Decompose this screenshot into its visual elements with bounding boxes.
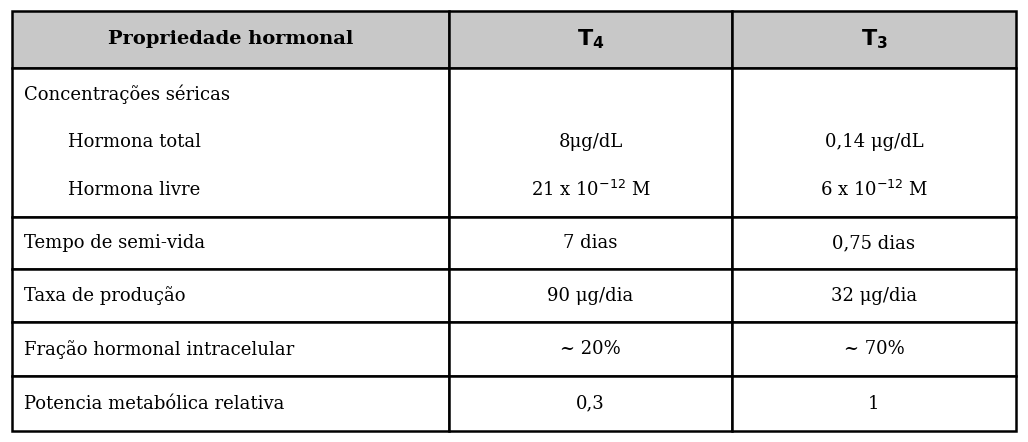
Bar [732,322,1016,376]
Text: Concentrações séricas: Concentrações séricas [25,85,230,104]
Bar [732,68,1016,217]
Bar [12,68,449,217]
Text: 0,75 dias: 0,75 dias [833,234,916,252]
Text: 6 x 10$^{-12}$ M: 6 x 10$^{-12}$ M [819,180,928,200]
Text: Potencia metabólica relativa: Potencia metabólica relativa [25,395,285,413]
Text: 7 dias: 7 dias [563,234,618,252]
Text: 0,14 μg/dL: 0,14 μg/dL [824,133,923,151]
Text: ~ 70%: ~ 70% [844,340,905,358]
Bar [12,376,449,431]
Bar [449,11,732,68]
Text: Propriedade hormonal: Propriedade hormonal [108,30,354,48]
Text: Fração hormonal intracelular: Fração hormonal intracelular [25,339,295,358]
Text: 1: 1 [869,395,880,413]
Bar [732,376,1016,431]
Bar [732,11,1016,68]
Bar [12,269,449,322]
Bar [12,322,449,376]
Bar [449,322,732,376]
Bar [449,376,732,431]
Text: Taxa de produção: Taxa de produção [25,286,186,305]
Bar [732,269,1016,322]
Text: 21 x 10$^{-12}$ M: 21 x 10$^{-12}$ M [530,180,651,200]
Text: 32 μg/dia: 32 μg/dia [831,286,917,305]
Bar [732,217,1016,269]
Text: Tempo de semi-vida: Tempo de semi-vida [25,234,206,252]
Bar [449,68,732,217]
Text: $\mathbf{T_3}$: $\mathbf{T_3}$ [860,27,887,51]
Text: ~ 20%: ~ 20% [560,340,621,358]
Bar [12,11,449,68]
Text: Hormona total: Hormona total [68,133,200,151]
Text: Hormona livre: Hormona livre [68,181,199,199]
Text: 8μg/dL: 8μg/dL [558,133,623,151]
Text: 90 μg/dia: 90 μg/dia [547,286,633,305]
Text: 0,3: 0,3 [576,395,604,413]
Bar [449,269,732,322]
Bar [449,217,732,269]
Text: $\mathbf{T_4}$: $\mathbf{T_4}$ [577,27,604,51]
Bar [12,217,449,269]
